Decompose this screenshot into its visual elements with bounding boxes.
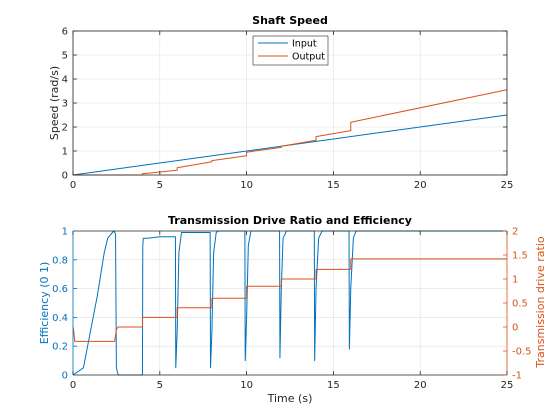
y2-tick-label: 1	[512, 275, 518, 286]
time-x-axis-label: Time (s)	[267, 392, 313, 405]
y2-tick-label: 2	[512, 227, 518, 238]
speed-y-ticks: 0 1 2 3 4 5 6	[62, 27, 507, 182]
y-tick-label: 4	[62, 75, 68, 86]
x-tick-label: 15	[327, 380, 340, 391]
efficiency-y-ticks: 0 0.2 0.4 0.6 0.8 1	[52, 227, 77, 382]
x-tick-label: 5	[157, 180, 163, 191]
y2-tick-label: 0.5	[512, 299, 528, 310]
x-tick-label: 0	[70, 380, 76, 391]
y-tick-label: 0	[62, 371, 68, 382]
y-tick-label: 6	[62, 27, 68, 38]
y2-tick-label: 0	[512, 323, 518, 334]
speed-x-ticks: 0 5 10 15 20 25	[70, 31, 514, 191]
y-tick-label: 3	[62, 99, 68, 110]
ratio-chart-title: Transmission Drive Ratio and Efficiency	[168, 214, 412, 227]
efficiency-line	[72, 230, 507, 376]
y-tick-label: 1	[62, 227, 68, 238]
speed-y-axis-label: Speed (rad/s)	[48, 66, 61, 140]
y-tick-label: 0.8	[52, 255, 68, 266]
y-tick-label: 0.2	[52, 342, 68, 353]
drive-ratio-y-axis-label: Transmission drive ratio	[534, 236, 547, 369]
speed-legend: Input Output	[252, 35, 329, 66]
efficiency-y-axis-label: Efficiency (0 1)	[38, 262, 51, 345]
y2-tick-label: 1.5	[512, 251, 528, 262]
speed-axes: 0 5 10 15 20 25 0 1 2 3 4 5 6 Shaft Speed Speed (ra…	[48, 14, 513, 191]
drive-ratio-line	[72, 258, 507, 342]
legend-input-label: Input	[292, 39, 317, 50]
ratio-lines	[72, 230, 507, 376]
x-tick-label: 0	[70, 180, 76, 191]
y-tick-label: 1	[62, 147, 68, 158]
x-tick-label: 20	[414, 380, 427, 391]
x-tick-label: 20	[414, 180, 427, 191]
x-tick-label: 25	[501, 180, 514, 191]
ratio-plot-area	[73, 231, 507, 375]
y2-tick-label: -1	[512, 371, 522, 382]
x-tick-label: 25	[501, 380, 514, 391]
y2-tick-label: -0.5	[512, 347, 532, 358]
x-tick-label: 15	[327, 180, 340, 191]
x-tick-label: 10	[240, 380, 253, 391]
x-tick-label: 10	[240, 180, 253, 191]
y-tick-label: 0.6	[52, 284, 68, 295]
ratio-x-ticks: 0 5 10 15 20 25	[70, 231, 514, 391]
y-tick-label: 5	[62, 51, 68, 62]
legend-output-label: Output	[292, 52, 325, 63]
drive-ratio-y-ticks: -1 -0.5 0 0.5 1 1.5 2	[503, 227, 532, 382]
y-tick-label: 2	[62, 123, 68, 134]
speed-chart-title: Shaft Speed	[252, 14, 328, 27]
y-tick-label: 0	[62, 171, 68, 182]
y-tick-label: 0.4	[52, 313, 68, 324]
legend-box	[252, 35, 329, 66]
ratio-axes: 0 5 10 15 20 25 0 0.2 0.4 0.6 0.8 1 -1 -0.5 0 0.5 1 1.5…	[38, 214, 547, 405]
x-tick-label: 5	[157, 380, 163, 391]
